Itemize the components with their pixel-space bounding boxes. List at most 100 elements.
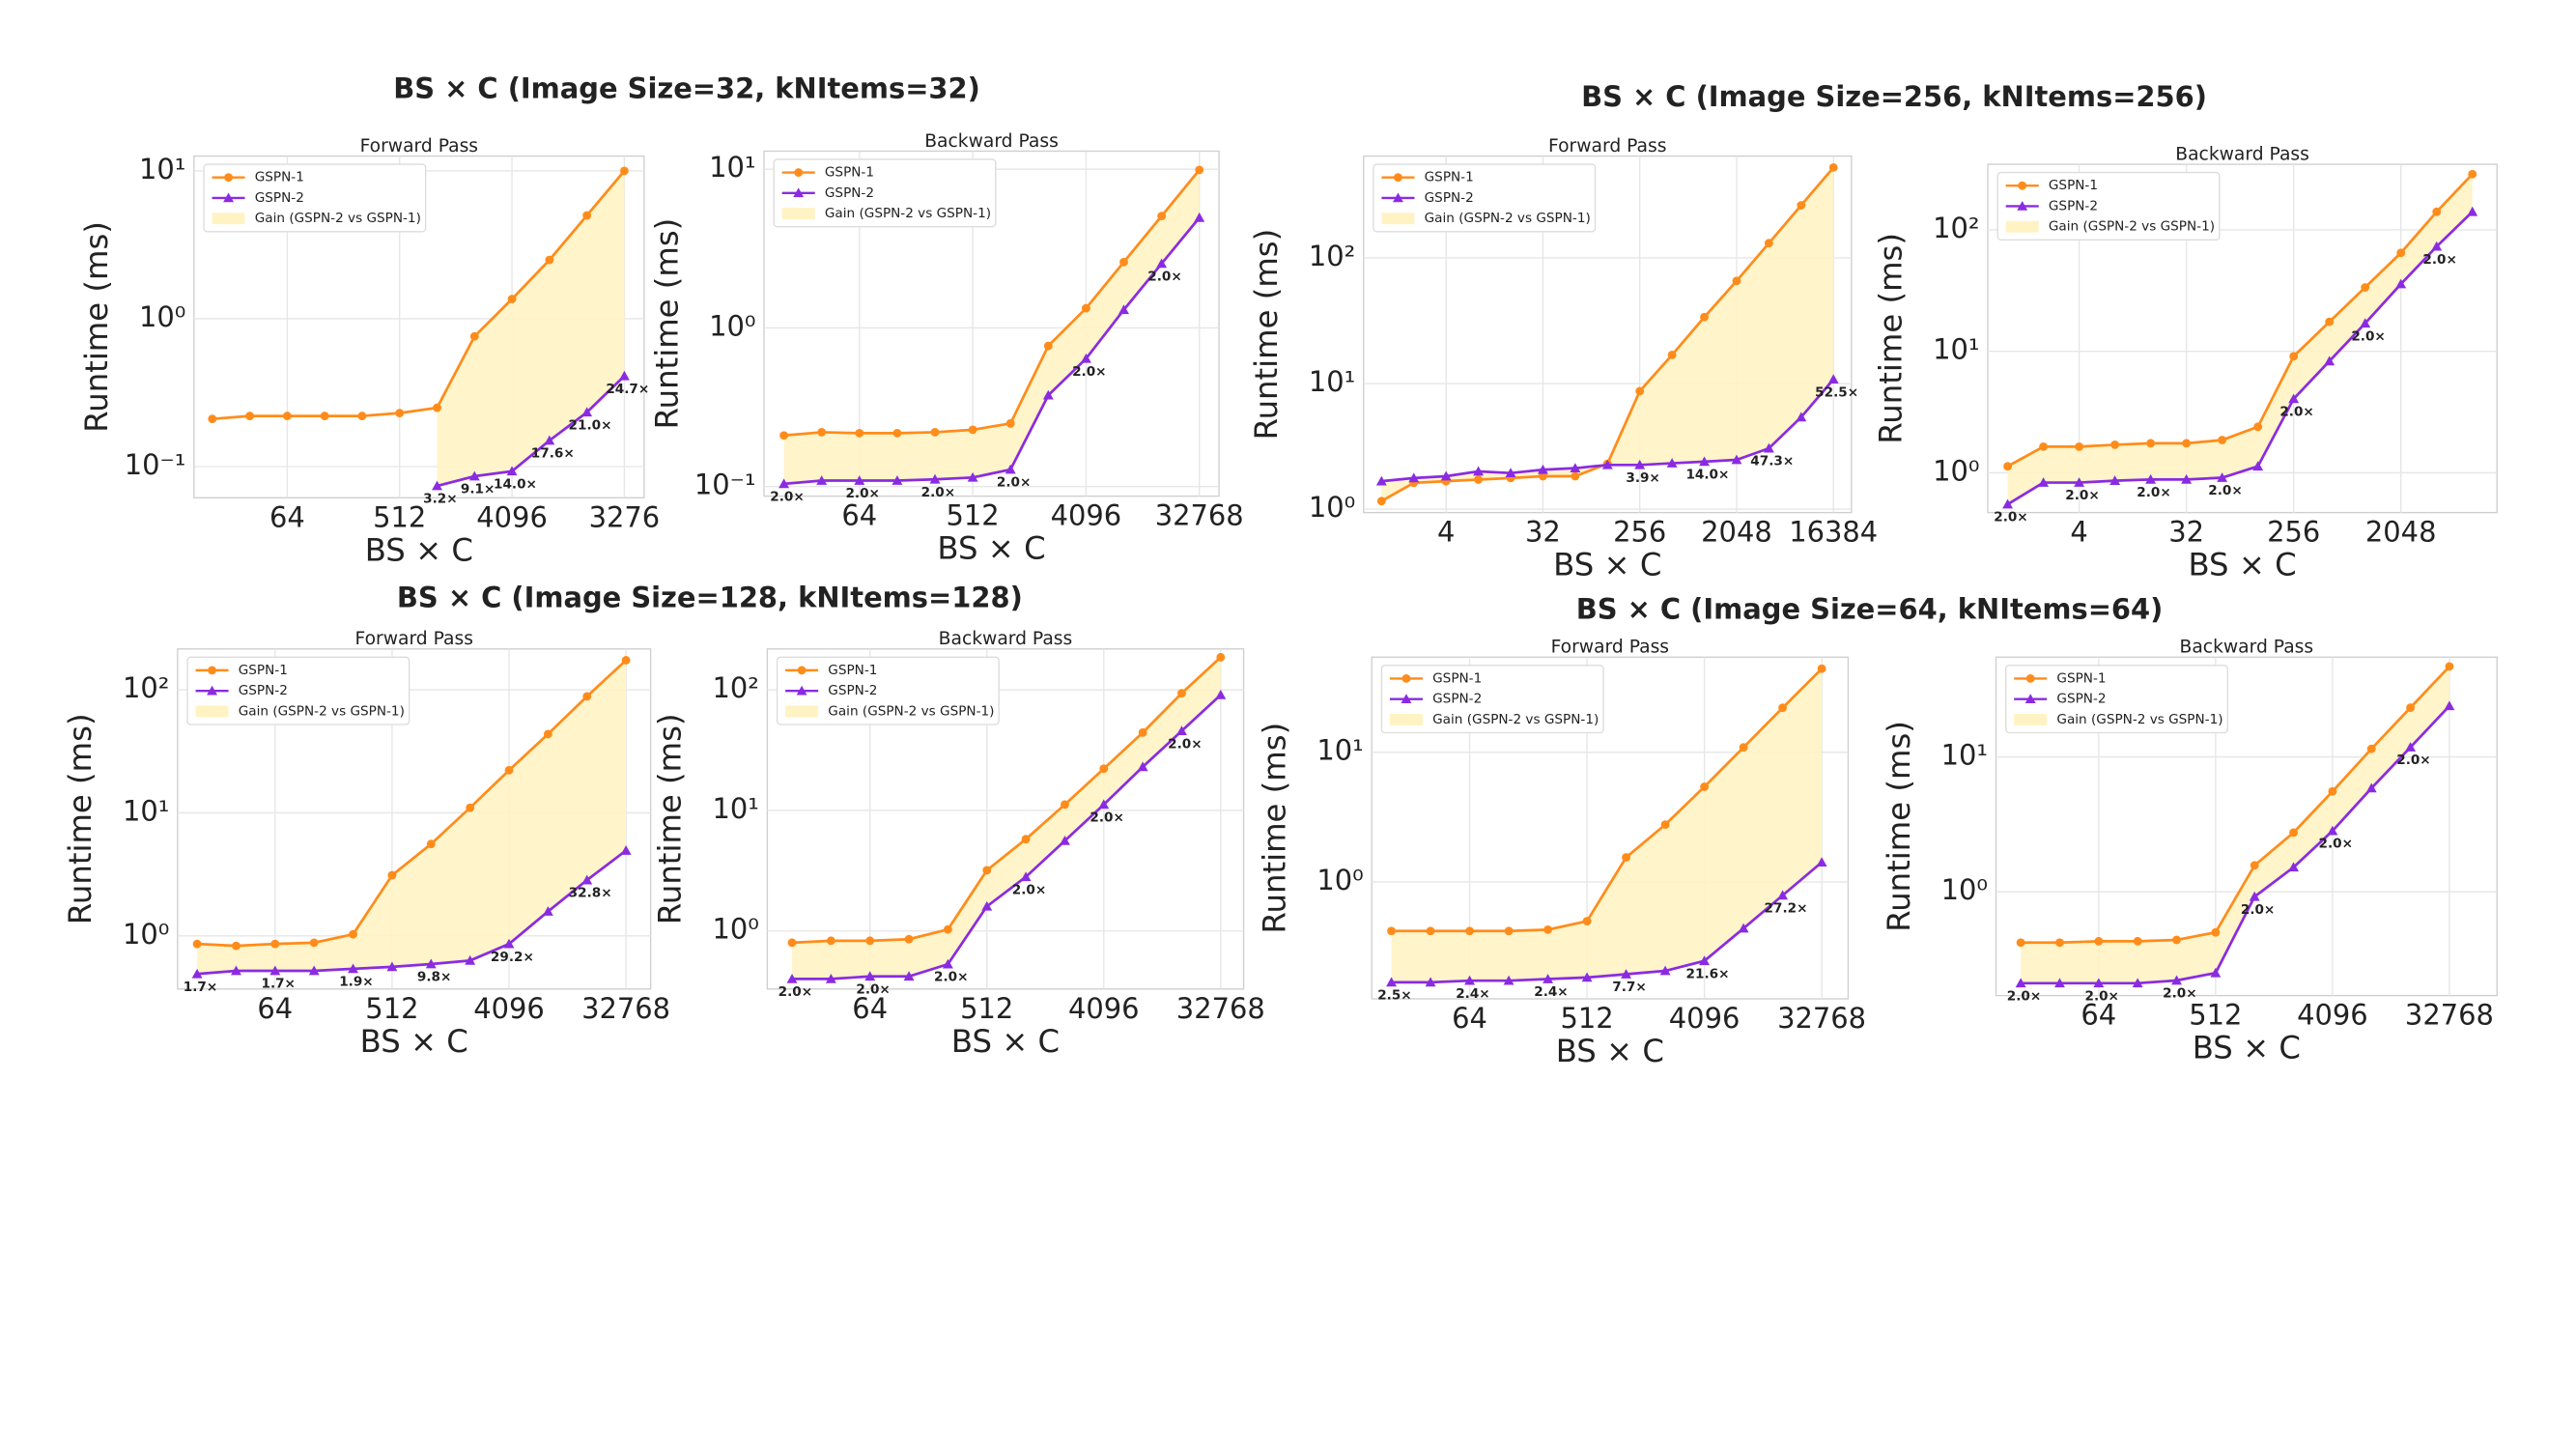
legend-marker [1394, 173, 1402, 183]
marker [269, 965, 281, 976]
legend-label: GSPN-1 [255, 170, 304, 185]
marker [282, 412, 292, 421]
marker [1778, 703, 1788, 713]
legend-label: GSPN-1 [1425, 170, 1474, 185]
legend-box [776, 656, 1000, 725]
marker [1571, 471, 1580, 481]
marker [1059, 835, 1070, 845]
marker [1700, 782, 1710, 791]
gain-label: 2.0× [1994, 510, 2027, 526]
legend-swatch [781, 208, 815, 220]
legend-box [203, 163, 427, 233]
gain-label: 2.0× [1147, 270, 1181, 285]
y-tick-label: 10¹ [709, 151, 755, 184]
marker [1425, 977, 1436, 987]
x-axis-label: BS × C [1553, 547, 1661, 583]
marker [2055, 938, 2064, 948]
marker [1137, 761, 1148, 772]
marker [825, 973, 836, 983]
marker [930, 428, 940, 437]
marker [507, 295, 517, 303]
marker [465, 954, 476, 965]
series-line [2006, 211, 2474, 506]
marker [1216, 652, 1226, 662]
gain-label: 3.9× [1626, 470, 1659, 486]
gain-label: 17.6× [531, 446, 575, 462]
marker [2406, 703, 2416, 713]
marker [1099, 764, 1109, 774]
gain-label: 2.5× [1377, 987, 1411, 1003]
marker [1764, 239, 1773, 248]
gain-label: 1.7× [261, 977, 295, 992]
marker [816, 475, 828, 485]
gain-label: 2.0× [1012, 882, 1046, 897]
marker [864, 971, 876, 981]
marker [1005, 418, 1015, 428]
marker [2145, 473, 2157, 484]
y-axis-label: Runtime (ms) [1881, 721, 1917, 932]
marker [892, 475, 903, 485]
subplot: Backward Pass BS × C Runtime (ms) 10⁰ 10¹ 10²… [652, 629, 1265, 1060]
marker [1473, 466, 1485, 476]
gain-label: 9.1× [461, 482, 495, 497]
marker [618, 370, 630, 381]
marker [2210, 967, 2222, 978]
subplot: BS × C (Image Size=128, kNItems=128) Forw… [62, 582, 1023, 1060]
marker [1408, 472, 1420, 483]
gain-area [2021, 666, 2449, 983]
gain-label: 2.0× [2279, 405, 2313, 420]
marker [308, 965, 320, 976]
marker [320, 412, 329, 421]
marker [386, 961, 398, 972]
marker [2445, 662, 2454, 671]
subplot-title: Backward Pass [924, 131, 1059, 152]
x-tick-label: 4 [2070, 516, 2087, 549]
marker [2396, 248, 2406, 258]
marker [232, 941, 241, 951]
gain-label: 2.0× [1090, 810, 1123, 825]
y-axis-label: Runtime (ms) [648, 218, 685, 430]
x-tick-label: 4096 [2297, 999, 2368, 1032]
x-tick-label: 64 [257, 992, 293, 1025]
marker [892, 428, 902, 438]
marker [1081, 303, 1090, 313]
y-tick-label: 10² [1309, 240, 1355, 272]
x-tick-label: 32768 [1155, 499, 1244, 532]
suptitle: BS × C (Image Size=32, kNItems=32) [393, 72, 980, 105]
marker [2039, 441, 2049, 451]
x-axis-label: BS × C [2193, 1030, 2301, 1066]
marker [2075, 441, 2084, 451]
series-line [1391, 668, 1824, 933]
legend-label: GSPN-2 [239, 683, 288, 698]
marker [1739, 743, 1748, 753]
marker [1537, 464, 1548, 474]
marker [506, 466, 518, 476]
marker [191, 968, 203, 979]
subplot-title: Forward Pass [360, 136, 478, 156]
subplot-title: Forward Pass [1551, 638, 1669, 658]
gain-area [783, 169, 1200, 484]
marker [2252, 461, 2264, 471]
legend-swatch [1381, 213, 1415, 225]
series-line [791, 656, 1222, 945]
marker [468, 470, 480, 481]
marker [1426, 926, 1435, 936]
marker [1021, 835, 1031, 844]
subplot: BS × C (Image Size=256, kNItems=256) Forw… [1248, 80, 2207, 583]
marker [942, 958, 953, 969]
gain-area [437, 170, 625, 487]
x-tick-label: 32768 [1777, 1002, 1866, 1035]
marker [581, 874, 593, 885]
legend-label: GSPN-2 [255, 190, 304, 206]
legend-label: GSPN-1 [825, 165, 874, 181]
marker [1177, 689, 1186, 698]
marker [982, 866, 992, 875]
marker [2109, 475, 2121, 485]
y-tick-label: 10² [713, 671, 759, 704]
legend-swatch [212, 213, 245, 225]
legend-label: GSPN-1 [2056, 670, 2106, 686]
gain-area [1391, 668, 1823, 982]
marker [1376, 497, 1386, 506]
